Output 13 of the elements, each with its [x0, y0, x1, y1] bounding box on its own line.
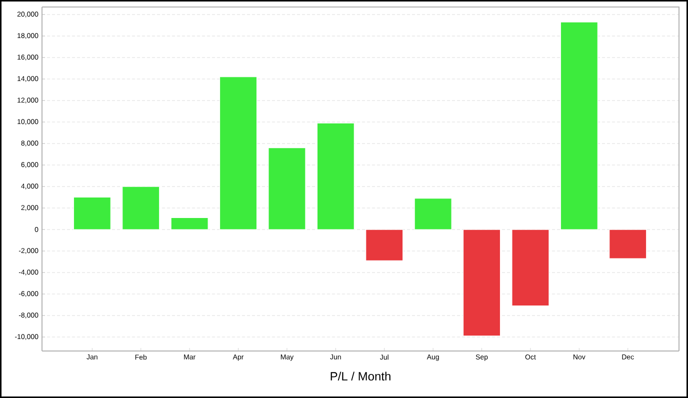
bar [609, 229, 647, 259]
bar [122, 186, 160, 230]
bar [512, 229, 550, 306]
bar [170, 217, 208, 230]
bar [316, 122, 354, 230]
bar [560, 22, 598, 230]
bar [366, 229, 404, 261]
bar [73, 196, 111, 230]
x-axis-title: P/L / Month [330, 372, 390, 381]
bar [414, 198, 452, 230]
bar [462, 229, 501, 336]
bar [268, 148, 306, 230]
bar [219, 76, 258, 230]
